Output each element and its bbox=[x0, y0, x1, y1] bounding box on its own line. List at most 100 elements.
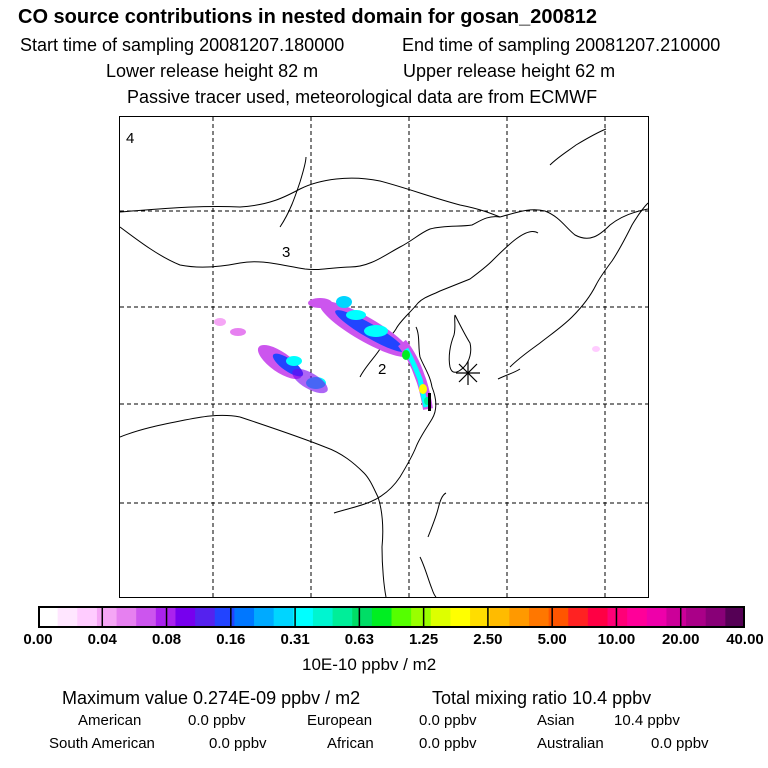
map-canvas bbox=[120, 117, 648, 597]
colorbar-swatch bbox=[666, 606, 687, 628]
area-label-2: 2 bbox=[378, 361, 387, 378]
plume-cell bbox=[346, 310, 366, 320]
colorbar-swatch bbox=[548, 606, 569, 628]
colorbar-swatch bbox=[38, 606, 59, 628]
okhotsk-coast bbox=[549, 128, 607, 166]
upper-release-label: Upper release height 62 m bbox=[403, 61, 616, 81]
colorbar-swatch bbox=[686, 606, 707, 628]
colorbar-swatch bbox=[312, 606, 334, 628]
lower-release-label: Lower release height 82 m bbox=[106, 61, 319, 81]
map-panel: 4 3 2 bbox=[119, 116, 649, 598]
american-value: 0.0 ppbv bbox=[188, 712, 246, 729]
colorbar-swatch bbox=[332, 606, 353, 628]
plume-cell bbox=[292, 368, 328, 394]
colorbar-tick-label: 0.16 bbox=[216, 631, 246, 648]
australian-label: Australian bbox=[537, 735, 604, 752]
south-american-label: South American bbox=[49, 735, 155, 752]
region-marker bbox=[428, 393, 431, 411]
plume-cell bbox=[214, 318, 226, 326]
colorbar-swatch bbox=[96, 606, 118, 628]
colorbar-swatch bbox=[489, 606, 510, 628]
maximum-value-label: Maximum value 0.274E-09 ppbv / m2 bbox=[62, 688, 361, 708]
plume-cell bbox=[308, 298, 332, 308]
north-border bbox=[499, 208, 648, 239]
colorbar-swatch bbox=[175, 606, 196, 628]
colorbar-tick-label: 20.00 bbox=[661, 631, 700, 648]
colorbar-swatch bbox=[646, 606, 667, 628]
colorbar-swatch bbox=[293, 606, 314, 628]
colorbar-tick-label: 0.63 bbox=[344, 631, 374, 648]
colorbar-swatch bbox=[214, 606, 235, 628]
graticule bbox=[120, 117, 648, 597]
colorbar-swatch bbox=[568, 606, 589, 628]
colorbar-tick-label: 0.04 bbox=[87, 631, 117, 648]
china-south-border bbox=[239, 416, 387, 597]
chart-title: CO source contributions in nested domain… bbox=[18, 6, 598, 28]
himalaya-border bbox=[120, 414, 241, 438]
european-value: 0.0 ppbv bbox=[419, 712, 477, 729]
colorbar bbox=[38, 606, 745, 628]
colorbar-swatch bbox=[607, 606, 628, 628]
colorbar-swatch bbox=[725, 606, 745, 628]
colorbar-swatch bbox=[528, 606, 550, 628]
japan-coast bbox=[509, 202, 648, 368]
plume-cell bbox=[592, 346, 600, 352]
european-label: European bbox=[307, 712, 373, 729]
african-label: African bbox=[327, 735, 374, 752]
colorbar-swatch bbox=[587, 606, 609, 628]
end-time-label: End time of sampling 20081207.210000 bbox=[402, 35, 721, 55]
plume-cell bbox=[419, 384, 427, 394]
colorbar-tick-label: 2.50 bbox=[473, 631, 503, 648]
area-label-4: 4 bbox=[126, 130, 135, 147]
kyushu-coast bbox=[497, 368, 521, 380]
china-east-coast bbox=[333, 326, 437, 514]
african-value: 0.0 ppbv bbox=[419, 735, 477, 752]
colorbar-swatch bbox=[352, 606, 373, 628]
taiwan-coast bbox=[427, 492, 447, 538]
colorbar-tick-label: 0.31 bbox=[280, 631, 310, 648]
mongolia-border bbox=[120, 216, 501, 271]
receptor-star-icon bbox=[456, 361, 480, 385]
start-time-label: Start time of sampling 20081207.180000 bbox=[20, 35, 345, 55]
asian-value: 10.4 ppbv bbox=[614, 712, 680, 729]
plume-cell bbox=[230, 328, 246, 336]
coastlines bbox=[120, 128, 648, 597]
colorbar-swatch bbox=[705, 606, 726, 628]
plume-cell bbox=[336, 296, 352, 308]
australian-value: 0.0 ppbv bbox=[651, 735, 709, 752]
plume-cell bbox=[364, 325, 388, 337]
russia-border bbox=[120, 177, 501, 218]
colorbar-swatch bbox=[273, 606, 294, 628]
colorbar-tick-label: 5.00 bbox=[537, 631, 567, 648]
colorbar-tick-label: 0.00 bbox=[23, 631, 53, 648]
colorbar-border bbox=[38, 606, 745, 628]
colorbar-swatch bbox=[470, 606, 491, 628]
tracer-info-label: Passive tracer used, meteorological data… bbox=[127, 87, 598, 107]
plume-cell bbox=[402, 350, 410, 360]
philippines-coast bbox=[419, 556, 437, 597]
colorbar-swatch bbox=[254, 606, 275, 628]
area-label-3: 3 bbox=[282, 244, 291, 261]
baikal-lake bbox=[279, 156, 307, 228]
american-label: American bbox=[78, 712, 142, 729]
colorbar-swatch bbox=[371, 606, 392, 628]
colorbar-swatch bbox=[116, 606, 137, 628]
colorbar-swatch bbox=[77, 606, 98, 628]
plume-cell bbox=[286, 356, 302, 366]
colorbar-swatch bbox=[411, 606, 432, 628]
asian-label: Asian bbox=[537, 712, 575, 729]
colorbar-swatch bbox=[57, 606, 78, 628]
plume-layer bbox=[214, 296, 600, 411]
colorbar-tick-label: 10.00 bbox=[597, 631, 636, 648]
colorbar-tick-label: 40.00 bbox=[726, 631, 764, 648]
colorbar-swatch bbox=[234, 606, 255, 628]
colorbar-swatch bbox=[509, 606, 530, 628]
colorbar-swatch bbox=[450, 606, 471, 628]
south-american-value: 0.0 ppbv bbox=[209, 735, 267, 752]
colorbar-tick-label: 1.25 bbox=[409, 631, 439, 648]
colorbar-swatch bbox=[195, 606, 216, 628]
colorbar-tick-label: 0.08 bbox=[151, 631, 182, 648]
colorbar-unit-label: 10E-10 ppbv / m2 bbox=[302, 655, 437, 674]
colorbar-swatch bbox=[627, 606, 648, 628]
korea-peninsula bbox=[448, 314, 472, 373]
